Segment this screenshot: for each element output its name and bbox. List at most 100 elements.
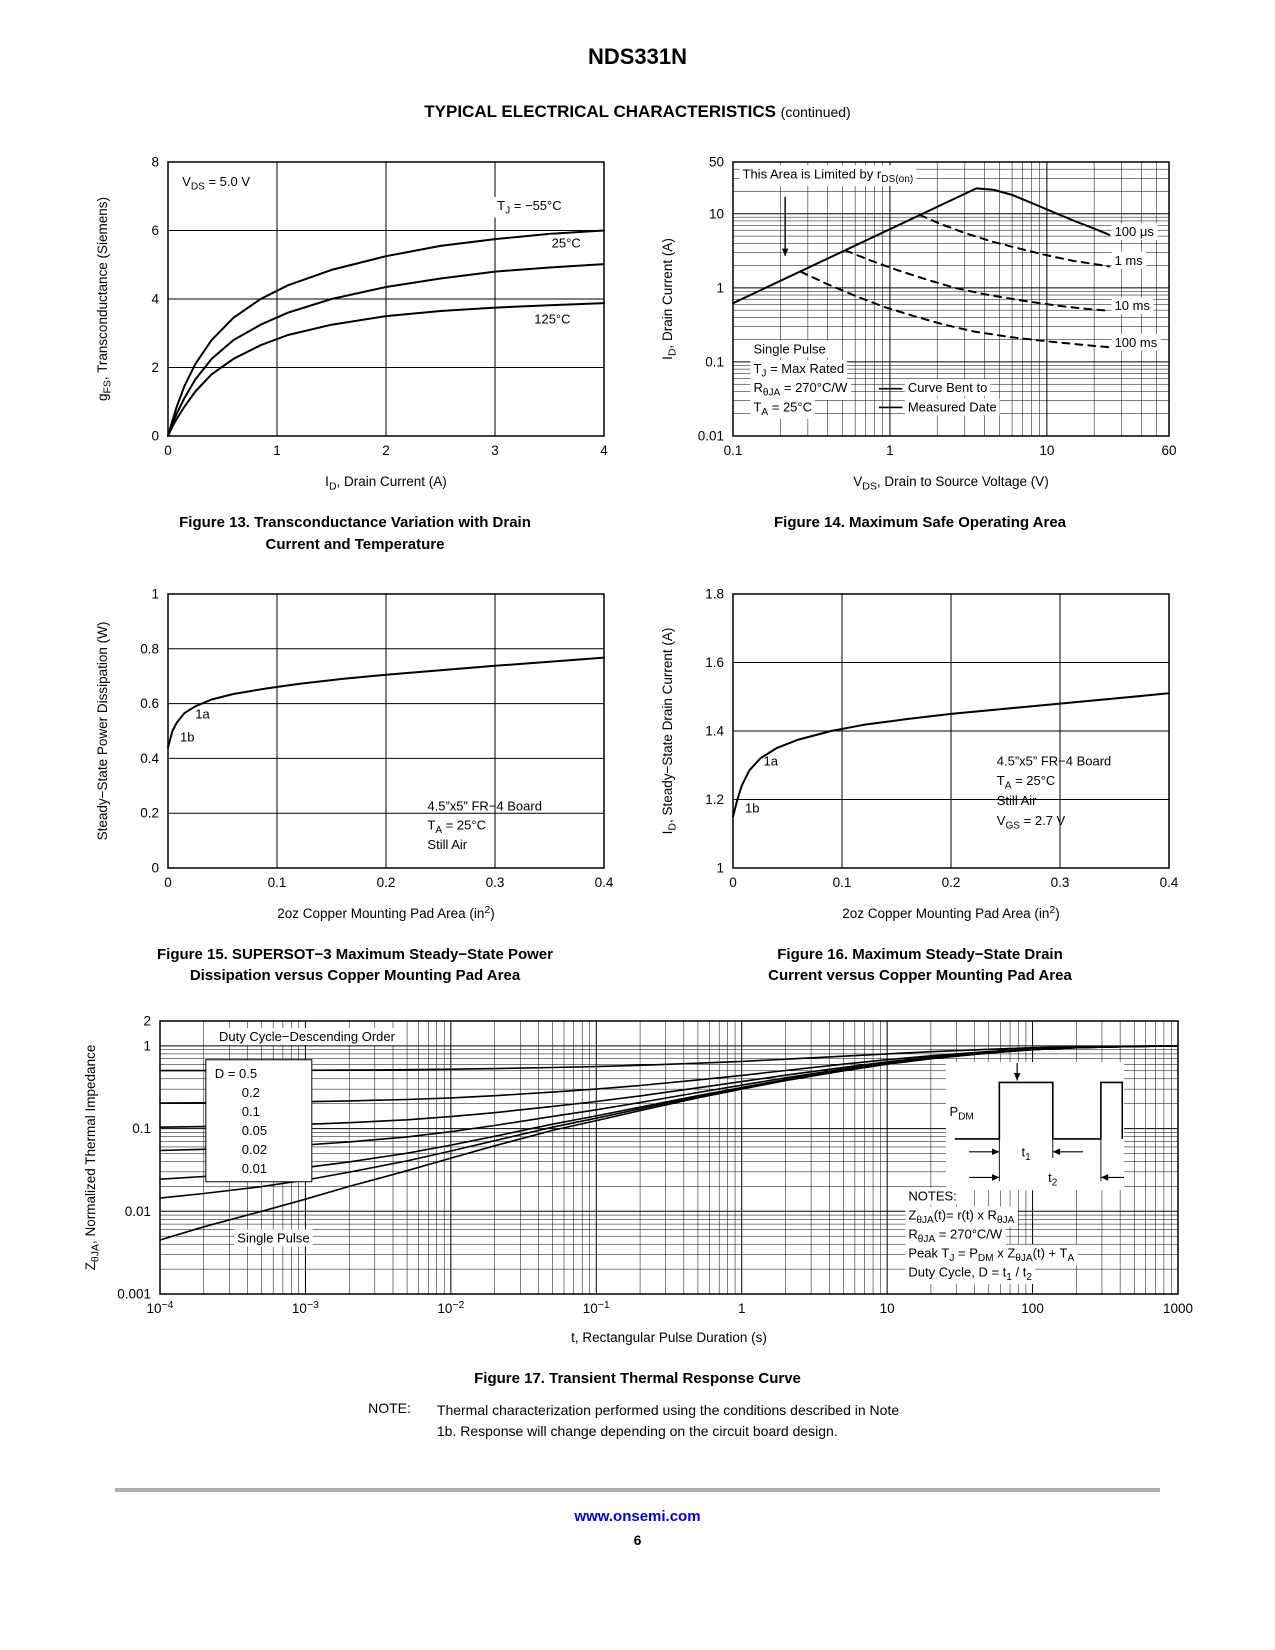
svg-text:0.1: 0.1 xyxy=(268,875,287,890)
svg-text:4: 4 xyxy=(600,443,608,458)
svg-text:D = 0.5: D = 0.5 xyxy=(214,1066,256,1081)
svg-text:0.01: 0.01 xyxy=(124,1204,150,1219)
svg-text:This Area is Limited by rDS(on: This Area is Limited by rDS(on) xyxy=(743,166,914,185)
svg-text:TJ = −55°C: TJ = −55°C xyxy=(497,198,561,217)
svg-text:VDS, Drain to Source Voltage (: VDS, Drain to Source Voltage (V) xyxy=(853,474,1048,493)
svg-text:TA = 25°C: TA = 25°C xyxy=(427,817,486,836)
svg-text:3: 3 xyxy=(491,443,499,458)
svg-text:1000: 1000 xyxy=(1162,1301,1192,1316)
svg-text:ZθJA(t)= r(t) x RθJA: ZθJA(t)= r(t) x RθJA xyxy=(908,1208,1014,1227)
figure-17-caption: Figure 17. Transient Thermal Response Cu… xyxy=(474,1370,801,1387)
svg-text:10−3: 10−3 xyxy=(291,1299,318,1316)
svg-text:50: 50 xyxy=(709,155,724,170)
svg-text:10 ms: 10 ms xyxy=(1115,298,1151,313)
svg-text:0.3: 0.3 xyxy=(486,875,505,890)
svg-text:1 ms: 1 ms xyxy=(1115,253,1144,268)
svg-text:Peak TJ = PDM x ZθJA(t) + TA: Peak TJ = PDM x ZθJA(t) + TA xyxy=(908,1246,1074,1265)
svg-text:1a: 1a xyxy=(195,706,210,721)
svg-text:1.8: 1.8 xyxy=(705,586,724,601)
figure-14-chart: This Area is Limited by rDS(on) 100 μs 1 m… xyxy=(660,155,1177,493)
svg-text:0.05: 0.05 xyxy=(241,1123,266,1138)
svg-text:t, Rectangular Pulse Duration: t, Rectangular Pulse Duration (s) xyxy=(571,1330,767,1345)
figure-13-caption: Figure 13. Transconductance Variation wi… xyxy=(179,514,531,553)
svg-text:Duty Cycle, D = t1 / t2: Duty Cycle, D = t1 / t2 xyxy=(908,1265,1032,1284)
svg-text:0: 0 xyxy=(164,875,172,890)
svg-text:Single Pulse: Single Pulse xyxy=(237,1230,309,1245)
svg-text:gFS, Transconductance (Siemens: gFS, Transconductance (Siemens) xyxy=(95,197,114,401)
onsemi-link[interactable]: www.onsemi.com xyxy=(574,1508,701,1525)
figure-16-caption: Figure 16. Maximum Steady−State Drain Cu… xyxy=(768,945,1072,985)
svg-text:0.02: 0.02 xyxy=(241,1142,266,1157)
svg-text:Measured Date: Measured Date xyxy=(908,399,997,414)
svg-text:2oz Copper Mounting Pad Area (: 2oz Copper Mounting Pad Area (in2) xyxy=(277,904,494,921)
svg-text:PDM: PDM xyxy=(949,1104,973,1123)
figure-15-caption: Figure 15. SUPERSOT−3 Maximum Steady−Sta… xyxy=(157,945,553,985)
figure-17-note: NOTE: Thermal characterization performed… xyxy=(0,1400,1275,1442)
svg-text:2: 2 xyxy=(143,1014,151,1029)
section-continued: (continued) xyxy=(780,104,851,120)
svg-text:1.6: 1.6 xyxy=(705,655,724,670)
svg-text:0: 0 xyxy=(164,443,172,458)
svg-text:2oz Copper Mounting Pad Area (: 2oz Copper Mounting Pad Area (in2) xyxy=(842,904,1059,921)
svg-text:1: 1 xyxy=(716,280,724,295)
svg-text:6: 6 xyxy=(151,223,159,238)
svg-text:0.2: 0.2 xyxy=(241,1085,259,1100)
figure-13: VDS = 5.0 V TJ = −55°C 25°C 125°C 0 1 2 3 4 0 2 4 6 8… xyxy=(73,148,638,556)
svg-text:0.01: 0.01 xyxy=(698,429,724,444)
svg-text:1.2: 1.2 xyxy=(705,792,724,807)
figure-14: This Area is Limited by rDS(on) 100 μs 1 m… xyxy=(638,148,1203,556)
svg-text:125°C: 125°C xyxy=(534,312,570,327)
figure-13-chart: VDS = 5.0 V TJ = −55°C 25°C 125°C 0 1 2 3 4 0 2 4 6 8… xyxy=(95,155,608,493)
svg-text:100 ms: 100 ms xyxy=(1115,335,1158,350)
svg-text:Steady−State Power Dissipation: Steady−State Power Dissipation (W) xyxy=(95,621,110,840)
svg-text:Duty Cycle−Descending Order: Duty Cycle−Descending Order xyxy=(219,1029,396,1044)
svg-text:Curve Bent to: Curve Bent to xyxy=(908,380,988,395)
svg-text:0.2: 0.2 xyxy=(140,805,159,820)
svg-text:0.6: 0.6 xyxy=(140,696,159,711)
svg-text:1b: 1b xyxy=(180,729,194,744)
svg-text:t2: t2 xyxy=(1048,1170,1058,1189)
svg-text:0.2: 0.2 xyxy=(942,875,961,890)
svg-text:2: 2 xyxy=(382,443,390,458)
svg-text:0.1: 0.1 xyxy=(132,1121,151,1136)
svg-text:10: 10 xyxy=(1039,443,1054,458)
note-text: Thermal characterization performed using… xyxy=(436,1401,900,1439)
figures-grid: VDS = 5.0 V TJ = −55°C 25°C 125°C 0 1 2 3 4 0 2 4 6 8… xyxy=(0,148,1275,987)
svg-text:0.3: 0.3 xyxy=(1051,875,1070,890)
svg-text:60: 60 xyxy=(1161,443,1176,458)
page-number: 6 xyxy=(633,1532,642,1548)
svg-text:VDS = 5.0 V: VDS = 5.0 V xyxy=(182,174,250,193)
svg-text:1b: 1b xyxy=(745,800,759,815)
svg-text:0.1: 0.1 xyxy=(724,443,743,458)
svg-text:ZθJA, Normalized Thermal Imped: ZθJA, Normalized Thermal Impedance xyxy=(83,1045,102,1271)
svg-text:TA = 25°C: TA = 25°C xyxy=(997,773,1056,792)
svg-text:10−2: 10−2 xyxy=(437,1299,464,1316)
footer-rule xyxy=(115,1488,1160,1492)
figure-14-caption: Figure 14. Maximum Safe Operating Area xyxy=(773,514,1067,531)
svg-text:1: 1 xyxy=(716,860,724,875)
figure-15: 1a 1b 4.5”x5” FR−4 Board TA = 25°C Still Air… xyxy=(73,580,638,988)
svg-text:0.4: 0.4 xyxy=(140,750,159,765)
svg-text:Still Air: Still Air xyxy=(427,836,467,851)
svg-text:1: 1 xyxy=(737,1301,745,1316)
note-label: NOTE: xyxy=(368,1399,411,1416)
svg-text:TA = 25°C: TA = 25°C xyxy=(753,399,812,418)
svg-text:RθJA = 270°C/W: RθJA = 270°C/W xyxy=(908,1227,1003,1246)
svg-text:2: 2 xyxy=(151,360,159,375)
figure-17-chart: Single Pulse Duty Cycle−Descending Order D… xyxy=(83,1014,1193,1346)
svg-text:0: 0 xyxy=(151,860,159,875)
svg-text:1.4: 1.4 xyxy=(705,723,724,738)
section-heading: TYPICAL ELECTRICAL CHARACTERISTICS (cont… xyxy=(0,102,1275,122)
svg-text:10−1: 10−1 xyxy=(582,1299,609,1316)
svg-text:Single Pulse: Single Pulse xyxy=(753,341,825,356)
svg-text:1: 1 xyxy=(151,586,159,601)
svg-text:0.4: 0.4 xyxy=(1160,875,1179,890)
svg-text:0: 0 xyxy=(729,875,737,890)
svg-text:4.5”x5” FR−4 Board: 4.5”x5” FR−4 Board xyxy=(997,753,1112,768)
svg-text:0.001: 0.001 xyxy=(117,1287,151,1302)
svg-text:Still Air: Still Air xyxy=(997,792,1037,807)
svg-text:1: 1 xyxy=(886,443,894,458)
section-title: TYPICAL ELECTRICAL CHARACTERISTICS xyxy=(424,102,776,121)
